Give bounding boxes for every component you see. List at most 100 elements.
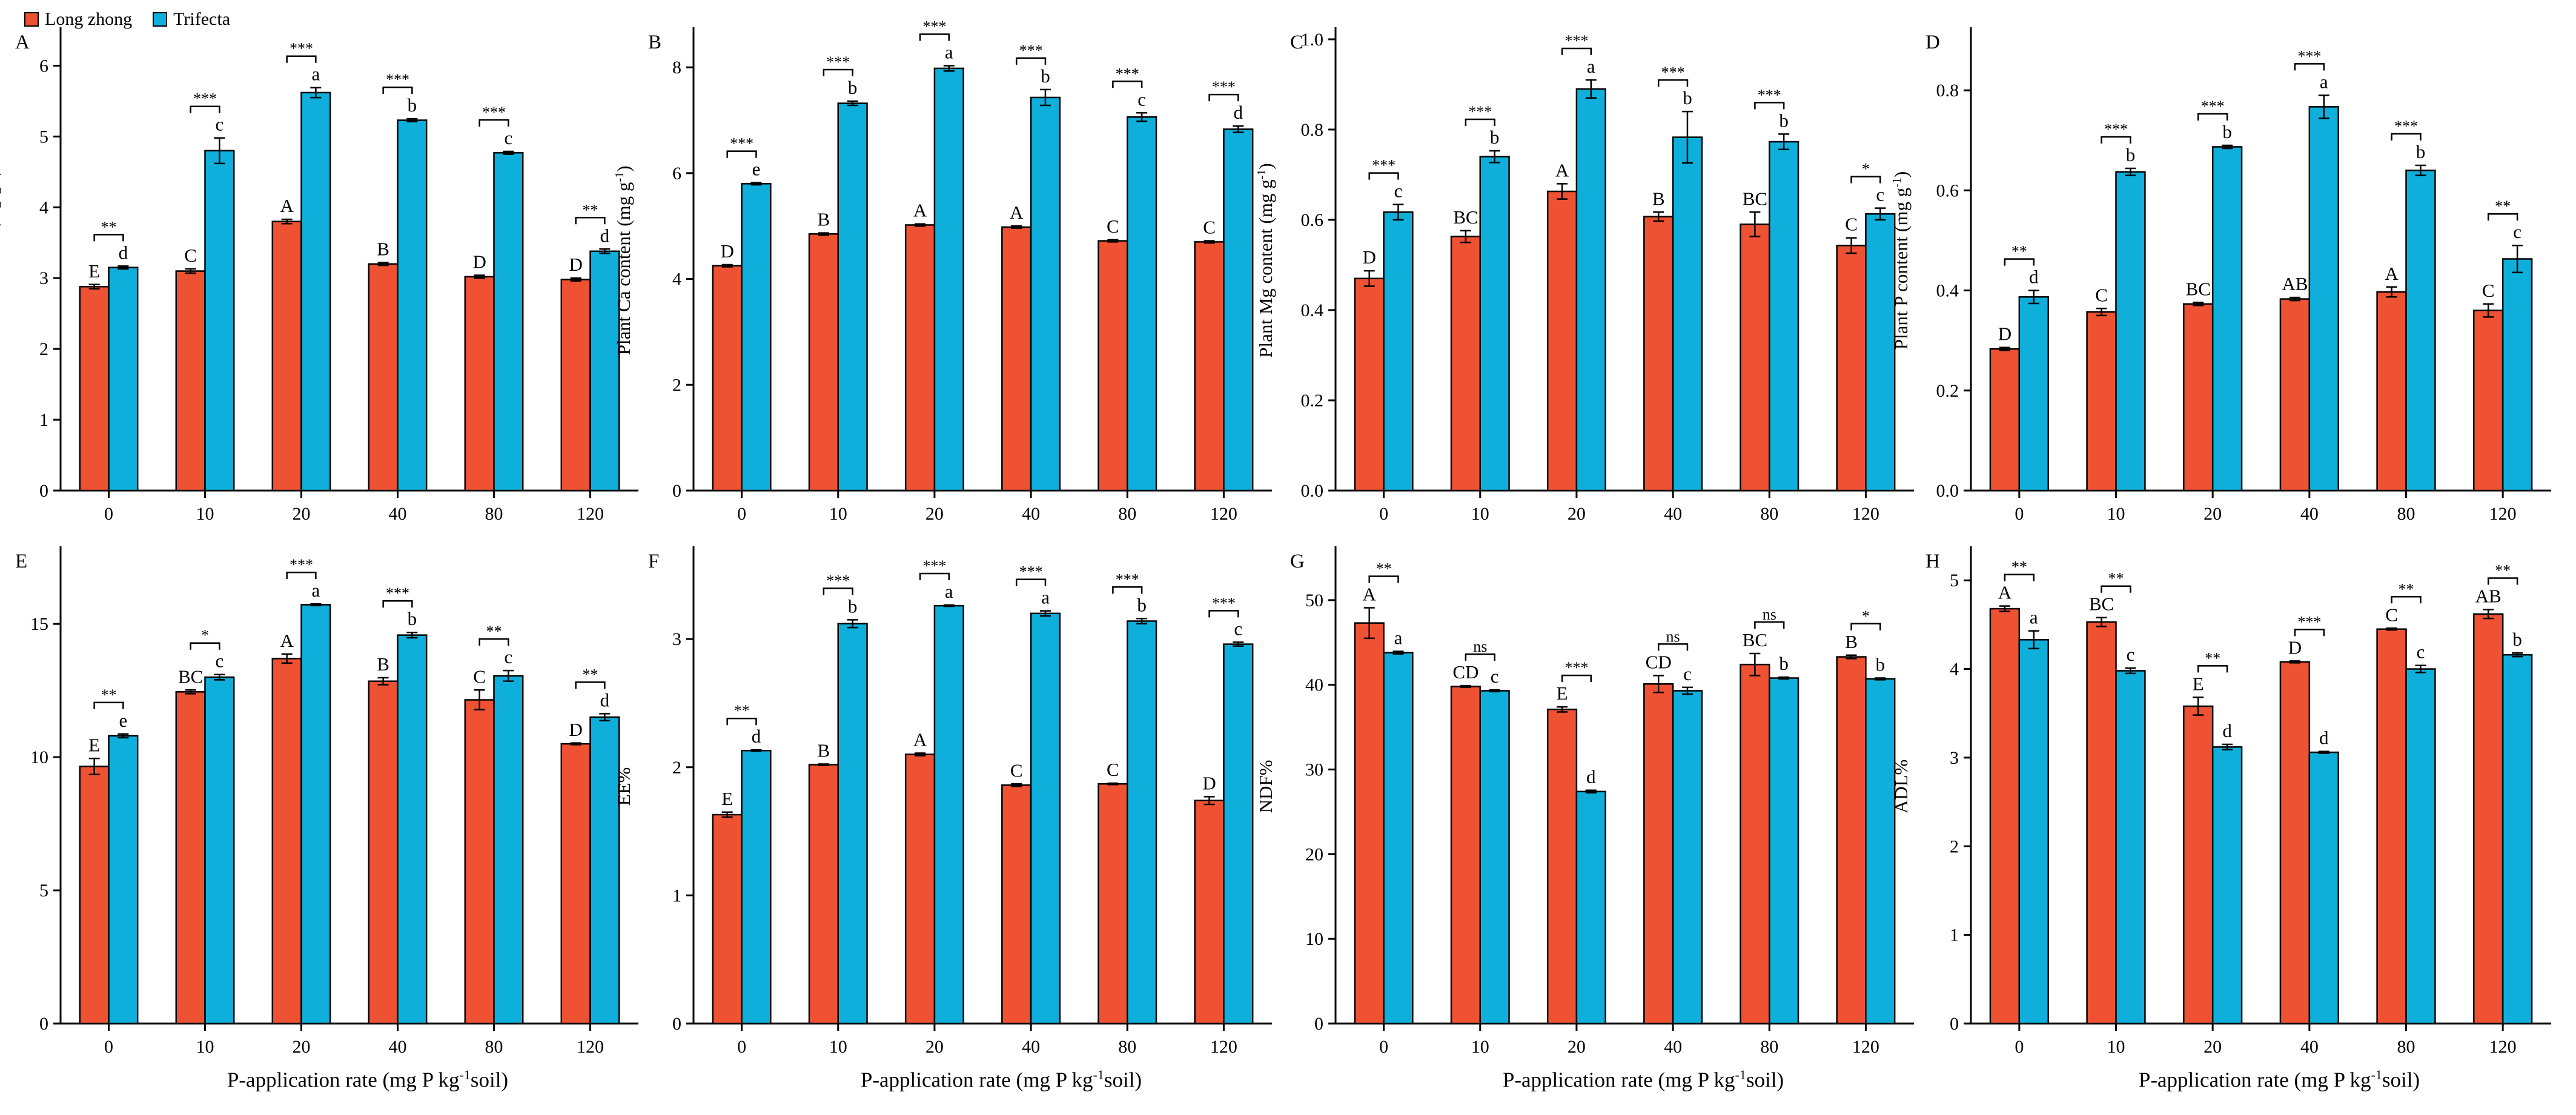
- significance-marker: ***: [1661, 64, 1685, 81]
- bar-long-zhong: [1194, 799, 1225, 1025]
- significance-bracket: [286, 571, 317, 580]
- significance-bracket: [1561, 674, 1592, 683]
- significance-letter: D: [1202, 772, 1216, 793]
- significance-marker: ***: [1116, 571, 1139, 588]
- bar-long-zhong: [808, 764, 839, 1025]
- panel-e: E051015CP%0Ee**10BCc*20Aa***40Bb***80Cc*…: [0, 546, 638, 1057]
- significance-letter: c: [1394, 180, 1403, 202]
- y-tick-label: 3: [1950, 748, 1959, 768]
- significance-letter: a: [2030, 607, 2038, 628]
- bar-long-zhong: [271, 658, 302, 1025]
- significance-letter: c: [1137, 88, 1146, 110]
- x-tick-label: 20: [925, 504, 944, 524]
- significance-bracket: [2391, 596, 2422, 604]
- x-axis-title-h: P-application rate (mg P kg-1soil): [2139, 1067, 2420, 1093]
- significance-letter: A: [280, 195, 294, 216]
- bar-trifecta: [1479, 690, 1510, 1025]
- x-tick-label: 120: [2489, 1037, 2517, 1057]
- significance-bracket: [478, 638, 509, 646]
- significance-letter: c: [504, 127, 512, 148]
- bar-trifecta: [2018, 639, 2049, 1025]
- bar-long-zhong: [1450, 686, 1481, 1025]
- y-axis-title-main: Plant Ca content (mg g: [613, 182, 634, 356]
- significance-marker: ***: [922, 557, 946, 575]
- y-tick-label: 5: [39, 127, 48, 147]
- significance-letter: E: [88, 260, 100, 282]
- x-tick-label: 120: [1852, 504, 1879, 524]
- bar-trifecta: [1672, 136, 1703, 492]
- bar-long-zhong: [464, 276, 495, 492]
- significance-letter: b: [1490, 127, 1500, 148]
- bar-long-zhong: [1354, 277, 1385, 492]
- bar-trifecta: [1865, 678, 1896, 1025]
- y-tick-label: 2: [672, 758, 681, 778]
- bar-trifecta: [1223, 643, 1254, 1025]
- significance-letter: d: [2029, 266, 2039, 288]
- significance-letter: a: [311, 64, 320, 85]
- x-tick-label: 20: [1568, 504, 1586, 524]
- significance-letter: b: [408, 608, 417, 629]
- significance-letter: C: [2095, 284, 2108, 305]
- significance-letter: c: [1683, 663, 1692, 684]
- significance-letter: d: [600, 225, 610, 246]
- y-axis-title: ADL%: [1890, 759, 1912, 814]
- y-axis-title-sup: -1: [613, 172, 626, 182]
- bar-long-zhong: [1001, 784, 1032, 1025]
- significance-bracket: [2197, 113, 2228, 121]
- significance-marker: ***: [2297, 613, 2321, 630]
- y-axis-title: Plant Ca content (mg g-1): [613, 166, 634, 356]
- panel-label: C: [1290, 31, 1303, 53]
- legend-label-long-zhong: Long zhong: [45, 9, 133, 29]
- bar-trifecta: [108, 735, 139, 1025]
- significance-marker: *: [1862, 607, 1870, 625]
- significance-bracket: [478, 119, 509, 127]
- x-tick-label: 10: [2107, 504, 2125, 524]
- significance-bracket: [1465, 118, 1495, 126]
- significance-bracket: [2197, 665, 2228, 673]
- y-axis-title-main: Plant Mg content (mg g: [1255, 179, 1276, 357]
- significance-letter: A: [1363, 583, 1377, 604]
- y-tick-label: 5: [1950, 571, 1959, 591]
- significance-letter: b: [1779, 110, 1789, 131]
- x-tick-label: 0: [737, 1037, 746, 1057]
- x-tick-label: 40: [1664, 504, 1682, 524]
- bar-long-zhong: [2279, 298, 2311, 492]
- bar-long-zhong: [1098, 783, 1128, 1025]
- significance-letter: B: [1845, 631, 1858, 652]
- significance-letter: a: [945, 581, 953, 602]
- x-tick-label: 10: [829, 1037, 847, 1057]
- panel-d: D 0.0 0.2 0.4 0.6 0.8 Plant P content (mg g-1)…: [1890, 27, 2551, 524]
- significance-bracket: [382, 600, 413, 608]
- significance-bracket: [726, 150, 757, 158]
- significance-letter: C: [1010, 759, 1023, 781]
- bar-trifecta: [589, 716, 620, 1025]
- bar-trifecta: [2405, 668, 2436, 1025]
- bar-long-zhong: [904, 753, 936, 1025]
- significance-bracket: [2294, 629, 2325, 637]
- significance-letter: b: [1137, 594, 1147, 615]
- x-tick-label: 120: [1852, 1037, 1879, 1057]
- significance-letter: a: [1041, 587, 1050, 608]
- y-axis-title: NDF%: [1255, 760, 1276, 813]
- x-tick-label: 120: [1210, 504, 1237, 524]
- bar-long-zhong: [2183, 705, 2214, 1025]
- y-axis-title: Plant Mg content (mg g-1): [1255, 163, 1276, 357]
- significance-letter: A: [280, 630, 294, 651]
- significance-marker: **: [101, 686, 117, 704]
- significance-marker: **: [583, 201, 598, 219]
- y-axis-title-main: CP%: [0, 767, 1, 806]
- bar-trifecta: [837, 102, 868, 492]
- significance-marker: ***: [386, 71, 409, 88]
- significance-letter: c: [1234, 618, 1242, 639]
- significance-letter: c: [2513, 221, 2521, 242]
- x-axis-title-g: P-application rate (mg P kg-1soil): [1503, 1067, 1784, 1093]
- significance-bracket: [1208, 610, 1239, 618]
- significance-bracket: [2391, 133, 2422, 141]
- y-tick-label: 0.8: [1936, 81, 1959, 101]
- bar-long-zhong: [560, 743, 591, 1025]
- significance-letter: D: [721, 240, 734, 262]
- y-tick-label: 4: [672, 270, 681, 290]
- panel-h: H 0 1 2 3 4 5 ADL% 0 Aa ** 10 BC c ** 20 Ed ** 40 Dd *** 80 Cc…: [1890, 546, 2551, 1057]
